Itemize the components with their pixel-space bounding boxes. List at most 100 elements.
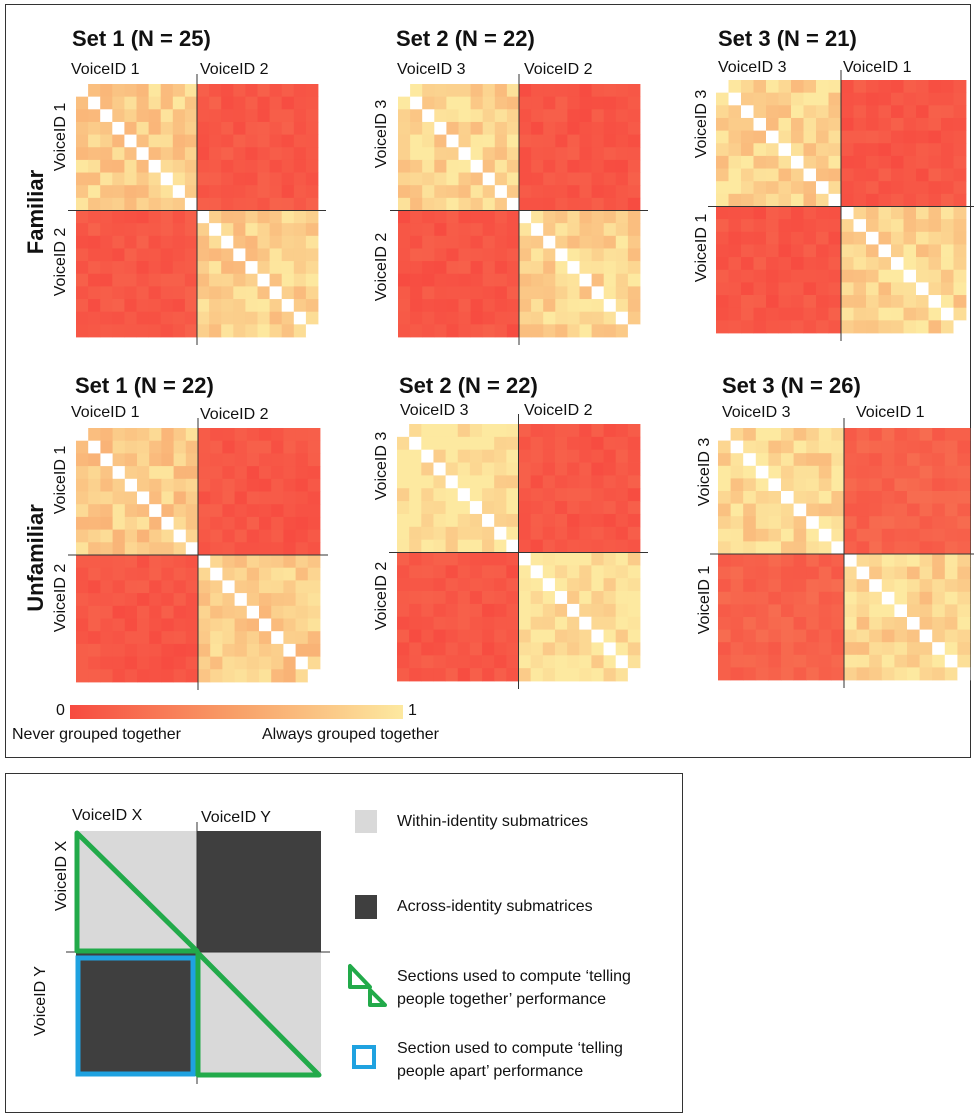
heatmap-cell [818,491,832,504]
heatmap-cell [88,529,101,543]
heatmap-cell [245,185,258,199]
heatmap-cell [828,231,842,245]
heatmap-cell [124,185,137,199]
heatmap-cell [185,605,199,619]
heatmap-cell [197,248,210,262]
heatmap-cell [891,168,904,182]
heatmap-cell [88,223,101,237]
heatmap-cell [469,539,483,553]
heatmap-cell [76,223,89,237]
heatmap-cell [494,311,508,325]
heatmap-cell [579,311,592,325]
heatmap-cell [778,181,792,195]
heatmap-cell [957,465,971,479]
heatmap-cell [257,261,270,275]
heatmap-cell [305,121,319,135]
heatmap-cell [518,513,532,528]
heatmap-cell [730,654,744,668]
heatmap-cell [197,134,210,148]
heatmap-cell [818,503,832,517]
heatmap-cell [743,642,757,656]
heatmap-cell [894,440,908,454]
heatmap-cell [433,591,446,605]
heatmap-cell [755,516,769,530]
heatmap-cell [198,605,211,619]
heatmap-cell [76,172,89,186]
heatmap-cell [579,449,592,463]
heatmap-cell [928,105,942,119]
heatmap-cell [458,235,471,249]
heatmap-cell [172,96,186,110]
heatmap-cell [88,172,101,186]
heatmap-cell [894,453,908,467]
heatmap-cell [841,92,854,106]
heatmap-cell [894,591,908,605]
heatmap-cell [793,667,807,681]
heatmap-cell [434,147,447,161]
heatmap-cell [519,299,532,313]
heatmap-cell [530,642,544,656]
heatmap-cell [928,320,942,334]
heatmap-cell [603,629,617,643]
heatmap-cell [173,618,187,632]
heatmap-cell [755,566,769,580]
heatmap-cell [398,147,411,161]
heatmap-cell [844,604,857,618]
heatmap-cell [555,311,568,325]
heatmap-cell [446,311,459,325]
heatmap-cell [928,130,942,144]
heatmap-cell [856,579,870,593]
heatmap-cell [919,566,933,580]
heatmap-cell [100,147,113,161]
heatmap-cell [506,462,519,476]
heatmap-cell [482,84,496,98]
heatmap-cell [554,462,568,476]
heatmap-cell [100,491,113,505]
heatmap-cell [543,248,556,262]
heatmap-cell [409,565,422,579]
heatmap-cell [932,629,946,643]
heatmap-cell [148,311,162,325]
heatmap-cell [198,593,211,607]
heatmap-cell [112,197,125,211]
heatmap-diagonal-cell [397,424,410,438]
heatmap-cell [781,440,794,454]
heatmap-cell [307,542,321,556]
heatmap-cell [853,92,867,106]
heatmap-cell [730,554,744,567]
heatmap-cell [433,436,446,451]
heatmap-cell [957,604,971,618]
heatmap-cell [295,567,309,581]
heatmap-cell [554,539,568,553]
heatmap-cell [124,197,137,211]
heatmap-cell [76,669,89,683]
heatmap-cell [844,478,857,492]
heatmap-cell [766,105,779,119]
heatmap-cell [766,143,779,157]
heatmap-cell [445,642,459,656]
heatmap-cell [806,465,820,479]
heatmap-cell [718,654,731,668]
heatmap-cell [627,172,641,186]
heatmap-cell [542,642,556,656]
heatmap-cell [530,424,544,438]
heatmap-cell [928,92,942,106]
heatmap-cell [494,436,507,451]
heatmap-cell [458,324,471,338]
heatmap-cell [76,324,89,338]
heatmap-cell [878,231,892,245]
heatmap-cell [409,655,422,669]
heatmap-cell [410,210,423,224]
heatmap-cell [76,516,89,530]
heatmap-cell [791,80,804,94]
heatmap-cell [728,117,742,131]
heatmap-cell [518,488,532,502]
heatmap-cell [246,580,260,594]
heatmap-diagonal-cell [470,159,484,173]
heatmap-cell [307,529,321,543]
heatmap-cell [257,159,270,173]
heatmap-cell [869,491,883,504]
heatmap-cell [957,617,971,630]
heatmap-cell [234,453,248,467]
heatmap-cell [210,478,223,492]
